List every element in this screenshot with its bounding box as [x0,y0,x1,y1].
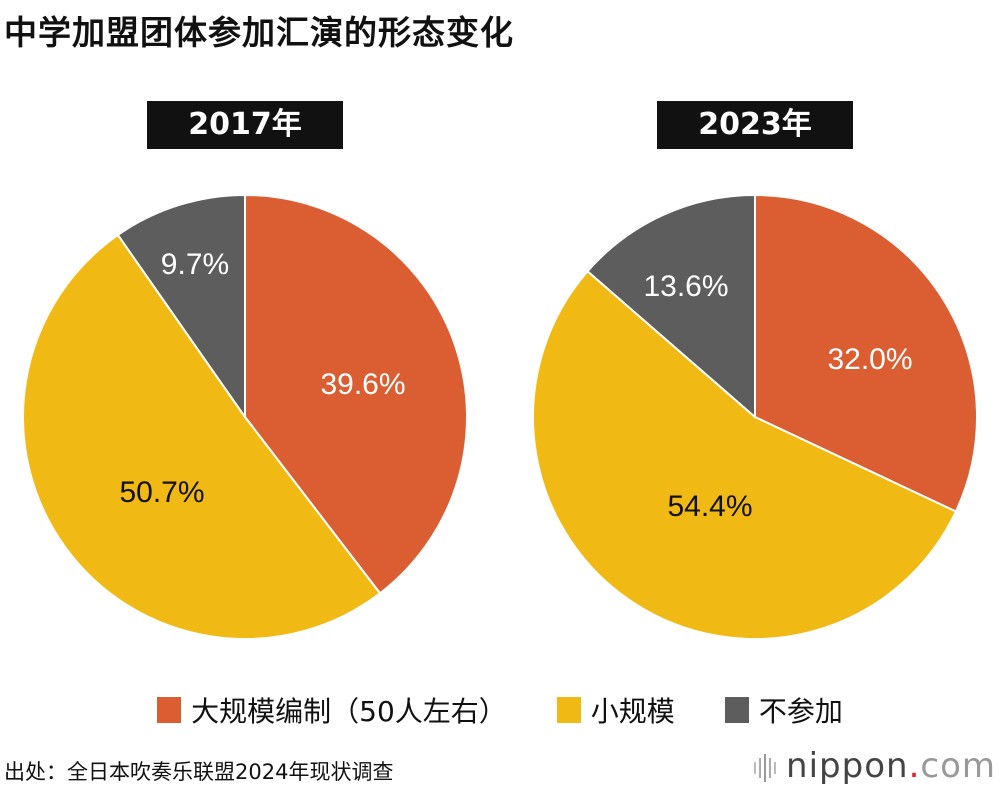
legend-item-small: 小规模 [556,690,675,730]
pie-slice-none-1 [586,193,756,420]
logo-mark-icon [754,753,777,782]
data-label-small-0: 50.7% [119,476,204,509]
legend-swatch [556,697,581,723]
pie-slice-none-0 [116,193,246,421]
chart-title: 中学加盟团体参加汇演的形态变化 [4,13,514,52]
pie-slice-small-0 [22,233,382,640]
pie-slice-large-1 [754,193,978,513]
data-label-small-1: 54.4% [667,490,752,523]
legend-label: 小规模 [590,695,675,728]
pie-slice-small-1 [532,269,958,640]
data-label-none-0: 9.7% [161,248,229,281]
pie-slice-large-0 [244,193,468,595]
data-label-large-1: 32.0% [827,343,912,376]
pie-title-2023: 2023年 [657,101,853,149]
legend-item-none: 不参加 [724,690,843,730]
legend: 大规模编制（50人左右） 小规模 不参加 [0,690,1000,730]
legend-label: 大规模编制（50人左右） [191,695,507,728]
legend-swatch [157,697,182,723]
source-note: 出处：全日本吹奏乐联盟2024年现状调查 [4,760,394,784]
data-label-none-1: 13.6% [643,270,728,303]
legend-item-large: 大规模编制（50人左右） [157,690,507,730]
legend-swatch [724,697,749,723]
legend-label: 不参加 [758,695,843,728]
data-label-large-0: 39.6% [320,368,405,401]
nippon-logo: nippon.com [752,746,996,786]
pie-title-2017: 2017年 [147,101,343,149]
